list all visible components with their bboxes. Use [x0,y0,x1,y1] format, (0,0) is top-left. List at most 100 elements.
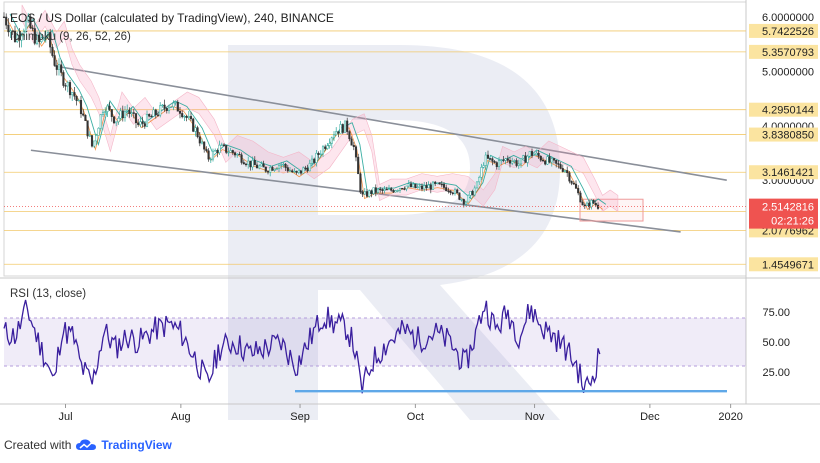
candle-body [49,32,52,48]
candle-body [324,146,327,149]
candle-body [82,113,85,116]
candle-body [31,27,34,29]
candle-body [330,137,333,144]
candle-body [319,153,322,156]
candle-body [44,35,47,39]
candle-body [121,110,124,119]
candle-body [416,186,419,189]
candle-body [555,159,558,164]
candle-body [504,158,507,161]
candle-body [339,124,342,134]
candle-body [579,192,582,203]
candle-body [572,182,575,185]
candle-body [29,16,32,29]
candle-body [585,202,589,206]
candle-body [313,158,316,163]
candle-body [403,188,406,190]
candle-body [359,173,362,193]
candle-body [93,140,96,147]
candle-body [429,184,432,190]
candle-body [273,168,276,171]
candle-body [269,167,272,173]
candle-body [304,167,307,169]
candle-body [530,151,534,156]
candle-body [218,144,221,154]
candle-body [95,135,98,142]
candle-body [574,183,578,189]
price-level-label: 3.8380850 [762,130,814,142]
candle-body [412,183,415,188]
candle-body [489,158,492,160]
candle-body [436,182,439,184]
candle-body [90,135,94,147]
candle-body [473,187,476,196]
candle-body [372,187,375,195]
candle-body [458,192,461,200]
candle-body [570,180,573,184]
candle-body [548,156,551,163]
candle-body [178,110,182,114]
candle-body [449,190,452,194]
candle-body [244,163,248,166]
candle-body [73,92,76,97]
candle-body [297,170,300,173]
candle-body [352,145,355,147]
candle-body [332,134,336,139]
candle-body [392,190,395,193]
candle-body [2,16,6,18]
candle-body [401,187,404,190]
candle-body [260,163,263,167]
candle-body [71,92,74,96]
candle-body [528,151,531,157]
candle-body [469,191,472,196]
candle-body [315,152,318,163]
candle-body [363,191,366,195]
candle-body [46,32,50,36]
candle-body [275,168,278,170]
candle-body [350,138,353,146]
candle-body [486,154,490,159]
candle-body [214,150,217,152]
candle-body [451,192,454,195]
candle-body [24,20,28,33]
candle-body [471,191,474,196]
watermark-r-shape [228,45,560,420]
candle-body [379,188,382,191]
candle-body [394,190,397,193]
price-level-label: 4.2950144 [762,105,814,117]
price-level-tag [749,257,818,272]
candle-body [427,184,430,189]
price-level-label: 5.7422526 [762,26,814,38]
created-with-label: Created with [4,438,72,452]
candle-body [101,111,105,115]
candle-body [35,35,39,44]
candle-body [497,160,501,168]
candle-body [222,144,226,146]
candle-body [249,160,252,168]
candle-body [18,35,21,41]
candle-body [390,188,393,191]
candle-body [328,143,331,146]
candle-body [170,106,173,108]
candle-body [346,120,349,132]
candle-body [594,202,597,206]
candle-body [99,114,102,129]
candle-body [247,160,250,165]
candle-body [440,183,443,186]
candle-body [592,200,595,204]
candle-body [508,160,512,164]
candle-body [445,187,448,192]
candle-body [266,171,270,173]
candle-body [148,114,151,117]
candle-body [552,158,556,161]
price-level-tag [749,44,818,59]
candle-body [167,106,171,111]
rsi-label: RSI (13, close) [10,288,86,300]
channel-lower-line [30,149,681,233]
candle-body [381,189,384,191]
candle-body [464,201,468,205]
candle-body [522,155,525,159]
rsi-tick-label: 25.00 [762,367,790,379]
candle-body [409,183,413,188]
candle-body [51,46,54,56]
